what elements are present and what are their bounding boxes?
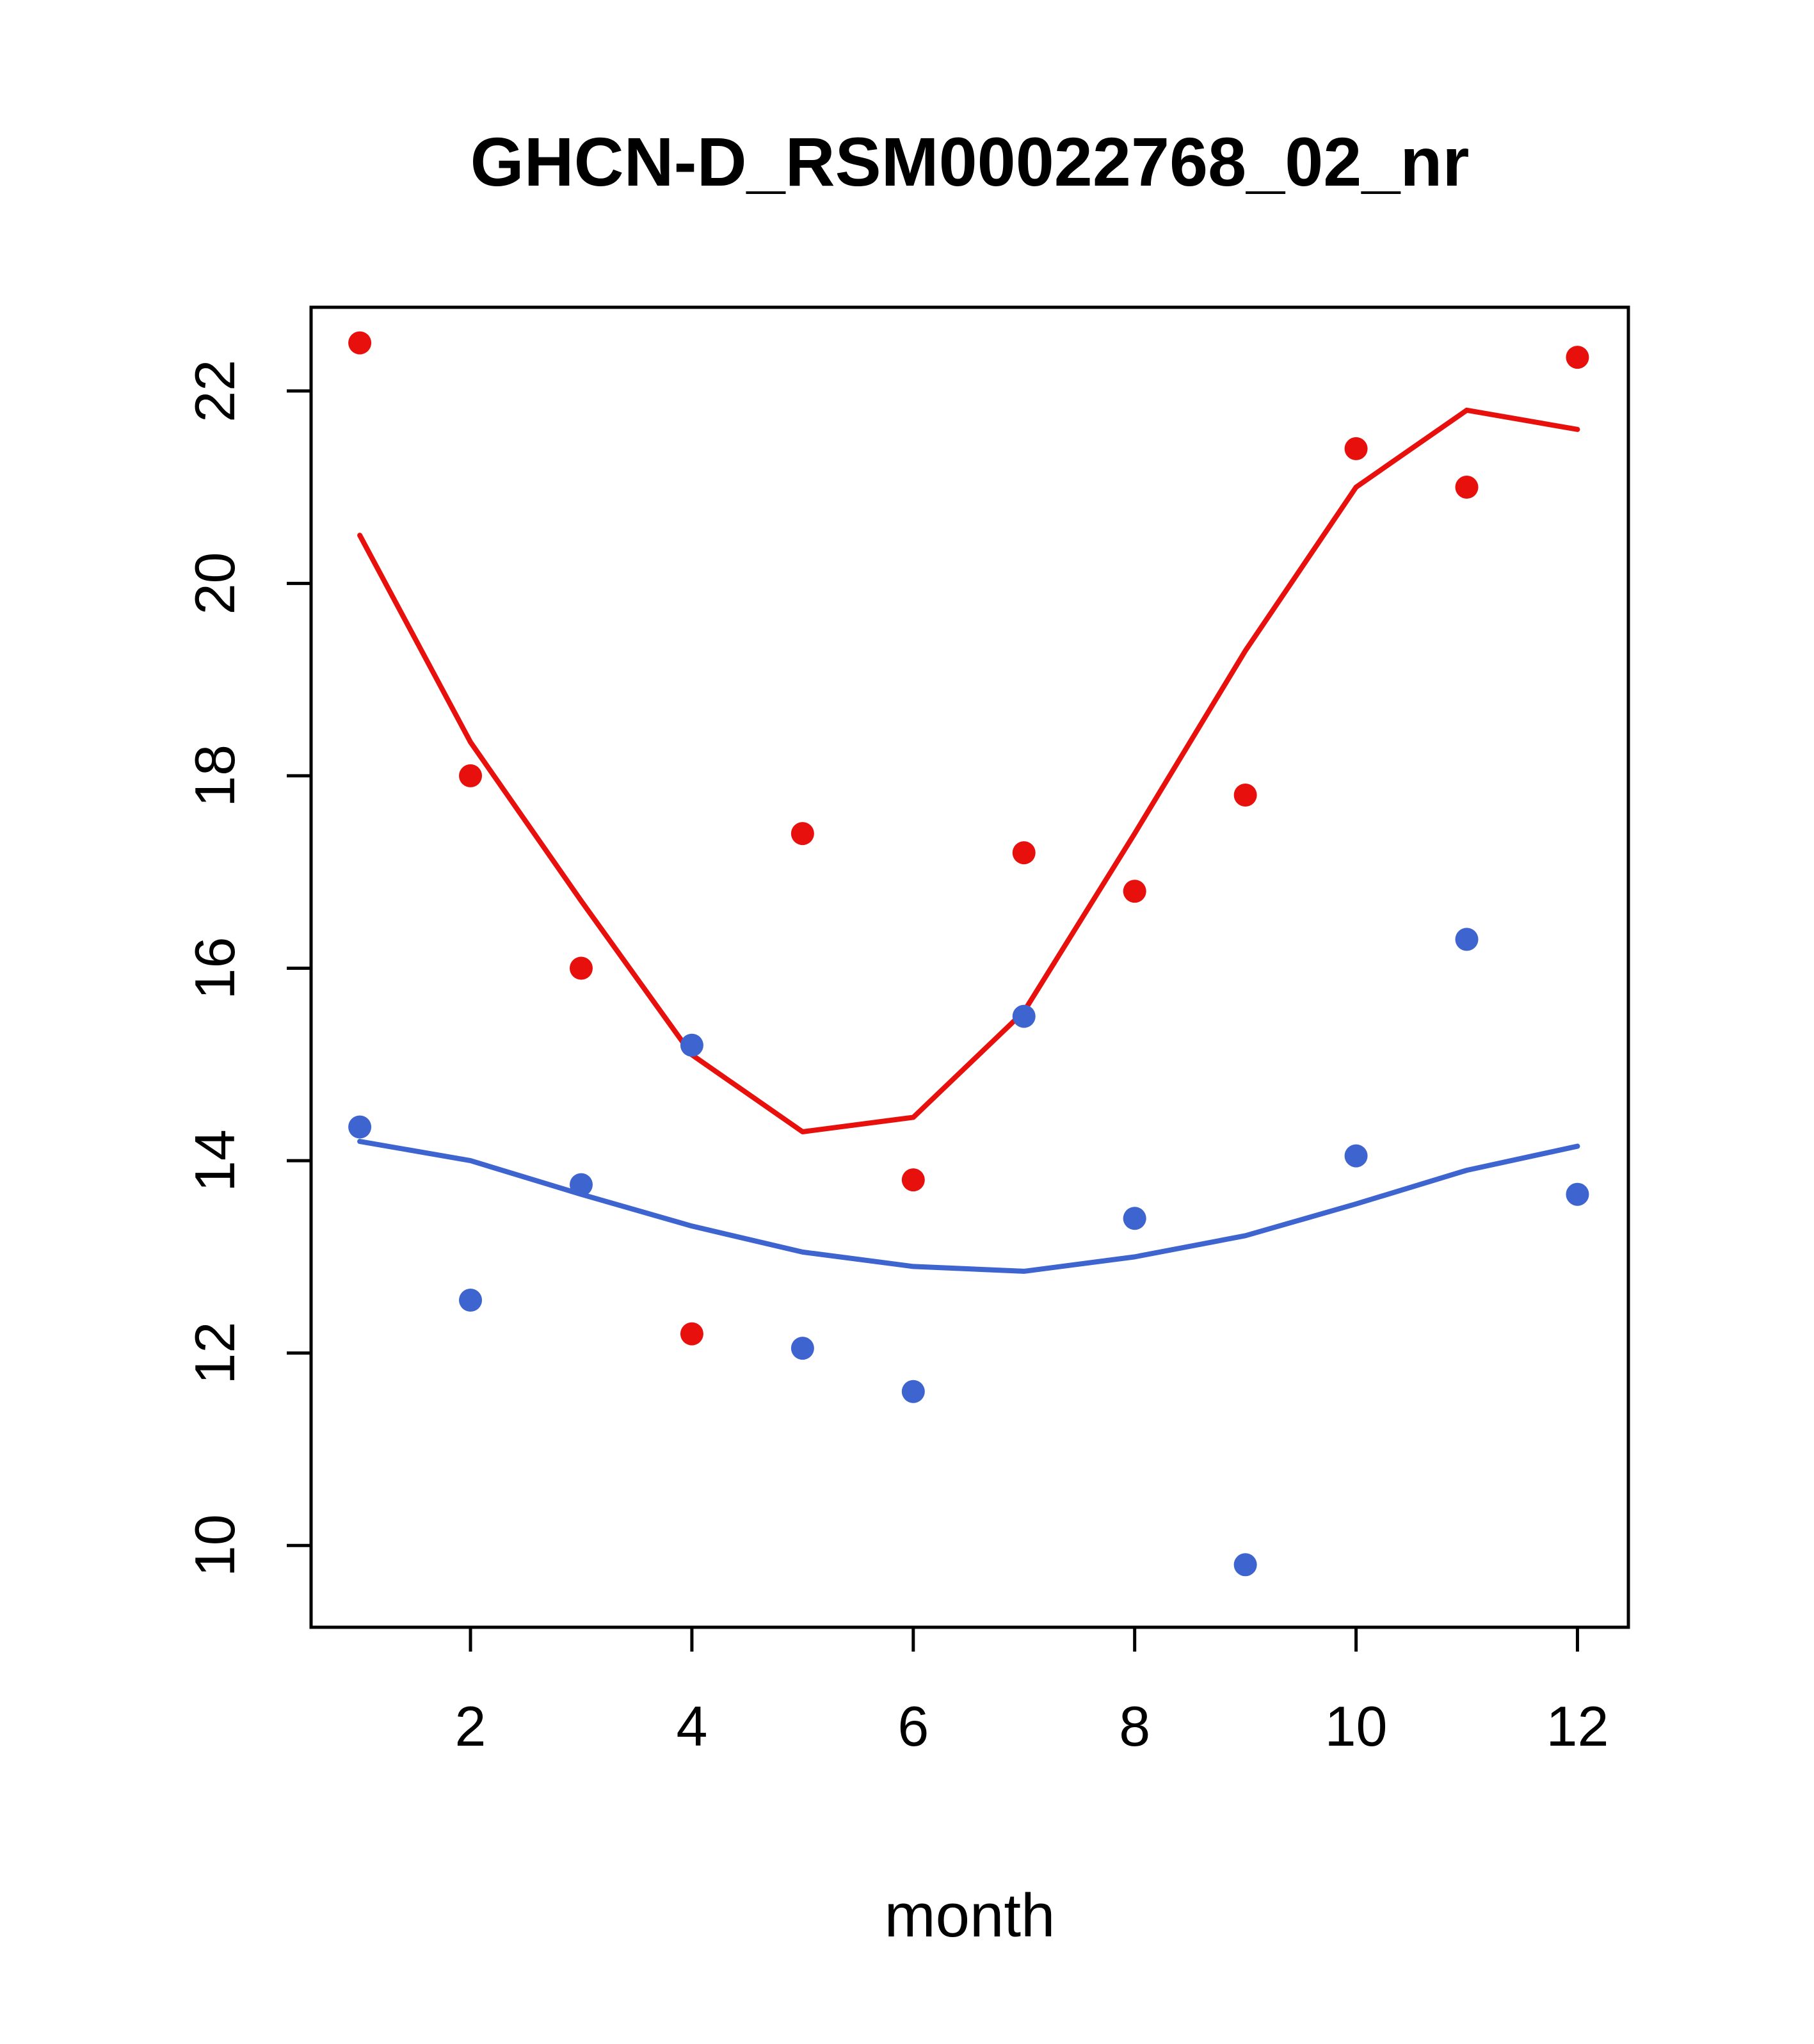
y-tick-label: 22 bbox=[183, 360, 246, 422]
blue-points-point bbox=[1455, 928, 1479, 951]
red-points-point bbox=[1012, 841, 1036, 865]
red-points-point bbox=[1455, 476, 1479, 499]
blue-points-point bbox=[680, 1033, 703, 1057]
plot-border bbox=[309, 305, 1630, 1629]
red-points-point bbox=[1233, 783, 1257, 807]
y-tick-label: 18 bbox=[183, 744, 246, 807]
y-tick-label: 12 bbox=[183, 1322, 246, 1385]
blue-line bbox=[357, 1139, 1580, 1274]
red-points-point bbox=[569, 956, 593, 980]
x-tick-label: 6 bbox=[897, 1694, 929, 1758]
blue-points-point bbox=[1566, 1182, 1589, 1206]
blue-points-point bbox=[791, 1337, 814, 1360]
blue-points-point bbox=[1344, 1144, 1368, 1168]
red-points-point bbox=[901, 1168, 925, 1192]
blue-points-point bbox=[1012, 1004, 1036, 1028]
x-tick-label: 8 bbox=[1119, 1694, 1150, 1758]
red-points-point bbox=[348, 331, 372, 355]
red-points-point bbox=[791, 822, 814, 846]
chart-title: GHCN-D_RSM00022768_02_nr bbox=[470, 123, 1470, 200]
red-points-point bbox=[1123, 880, 1146, 903]
axes-layer: 2 4 6 8 10 12 10 12 14 16 18 20 22 bbox=[183, 305, 1630, 1758]
series-layer bbox=[348, 331, 1589, 1577]
x-tick-label: 12 bbox=[1546, 1694, 1609, 1758]
red-points-point bbox=[1344, 437, 1368, 460]
blue-points-point bbox=[901, 1380, 925, 1403]
y-tick-label: 16 bbox=[183, 937, 246, 1000]
blue-points-point bbox=[459, 1289, 483, 1312]
red-points-point bbox=[459, 764, 483, 787]
blue-points-point bbox=[1233, 1553, 1257, 1577]
blue-points-point bbox=[569, 1173, 593, 1196]
y-tick-label: 14 bbox=[183, 1129, 246, 1192]
red-points-point bbox=[680, 1322, 703, 1346]
blue-points-point bbox=[348, 1115, 372, 1139]
y-tick-label: 10 bbox=[183, 1514, 246, 1577]
red-points-point bbox=[1566, 346, 1589, 369]
x-tick-label: 4 bbox=[676, 1694, 707, 1758]
x-tick-label: 10 bbox=[1325, 1694, 1388, 1758]
x-axis-label: month bbox=[885, 1881, 1055, 1950]
y-tick-label: 20 bbox=[183, 552, 246, 615]
red-line bbox=[357, 407, 1580, 1134]
blue-points-point bbox=[1123, 1207, 1146, 1230]
x-tick-label: 2 bbox=[455, 1694, 486, 1758]
